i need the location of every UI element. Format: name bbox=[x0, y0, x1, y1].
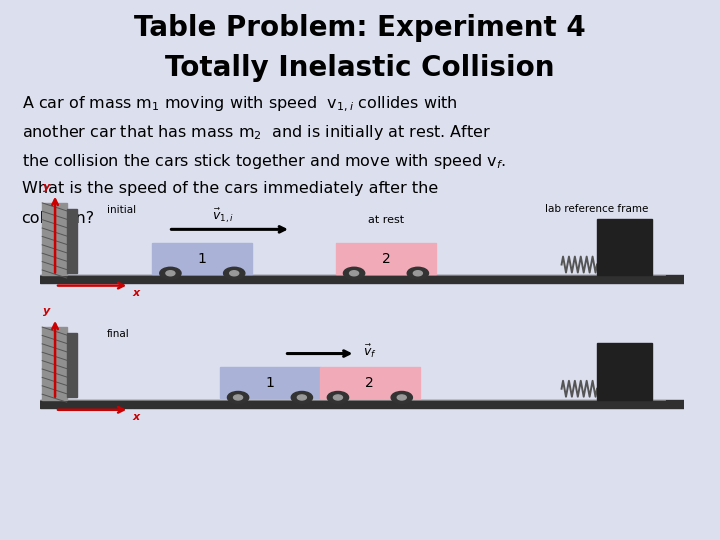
Bar bbox=[153, 243, 252, 274]
Circle shape bbox=[228, 392, 248, 403]
Bar bbox=[42, 327, 67, 400]
Text: 2: 2 bbox=[382, 252, 390, 266]
Text: $\vec{v}_f$: $\vec{v}_f$ bbox=[363, 343, 377, 360]
Circle shape bbox=[291, 392, 312, 403]
Circle shape bbox=[397, 395, 406, 400]
Bar bbox=[40, 400, 684, 408]
Bar bbox=[220, 367, 320, 398]
Bar bbox=[67, 209, 77, 273]
Text: another car that has mass m$_2$  and is initially at rest. After: another car that has mass m$_2$ and is i… bbox=[22, 123, 491, 142]
Circle shape bbox=[408, 267, 428, 279]
Text: at rest: at rest bbox=[368, 214, 404, 225]
Text: the collision the cars stick together and move with speed v$_f$.: the collision the cars stick together an… bbox=[22, 152, 505, 171]
Text: initial: initial bbox=[107, 205, 136, 215]
Bar bbox=[336, 243, 436, 274]
Circle shape bbox=[160, 267, 181, 279]
Circle shape bbox=[343, 267, 365, 279]
Circle shape bbox=[349, 271, 359, 276]
Circle shape bbox=[413, 271, 423, 276]
Text: A car of mass m$_1$ moving with speed  v$_{1,i}$ collides with: A car of mass m$_1$ moving with speed v$… bbox=[22, 94, 457, 114]
Text: 1: 1 bbox=[266, 376, 274, 390]
Bar bbox=[42, 203, 67, 275]
Text: y: y bbox=[43, 306, 50, 316]
Text: lab reference frame: lab reference frame bbox=[545, 204, 649, 214]
Text: final: final bbox=[107, 329, 130, 339]
Circle shape bbox=[328, 392, 348, 403]
Text: 1: 1 bbox=[198, 252, 207, 266]
Circle shape bbox=[391, 392, 413, 403]
Text: x: x bbox=[132, 413, 140, 422]
Text: 2: 2 bbox=[366, 376, 374, 390]
Circle shape bbox=[166, 271, 175, 276]
Bar bbox=[597, 219, 652, 275]
Bar bbox=[597, 343, 652, 400]
Text: Totally Inelastic Collision: Totally Inelastic Collision bbox=[166, 54, 554, 82]
Text: What is the speed of the cars immediately after the: What is the speed of the cars immediatel… bbox=[22, 181, 438, 197]
Circle shape bbox=[333, 395, 343, 400]
Bar bbox=[320, 367, 420, 398]
Circle shape bbox=[297, 395, 307, 400]
Text: y: y bbox=[43, 182, 50, 192]
Text: $\vec{v}_{1,i}$: $\vec{v}_{1,i}$ bbox=[212, 206, 234, 225]
Bar bbox=[40, 275, 684, 284]
Text: collision?: collision? bbox=[22, 211, 95, 226]
Circle shape bbox=[224, 267, 245, 279]
Bar bbox=[67, 333, 77, 397]
Text: x: x bbox=[132, 288, 140, 298]
Circle shape bbox=[233, 395, 243, 400]
Circle shape bbox=[230, 271, 239, 276]
Text: Table Problem: Experiment 4: Table Problem: Experiment 4 bbox=[134, 14, 586, 42]
